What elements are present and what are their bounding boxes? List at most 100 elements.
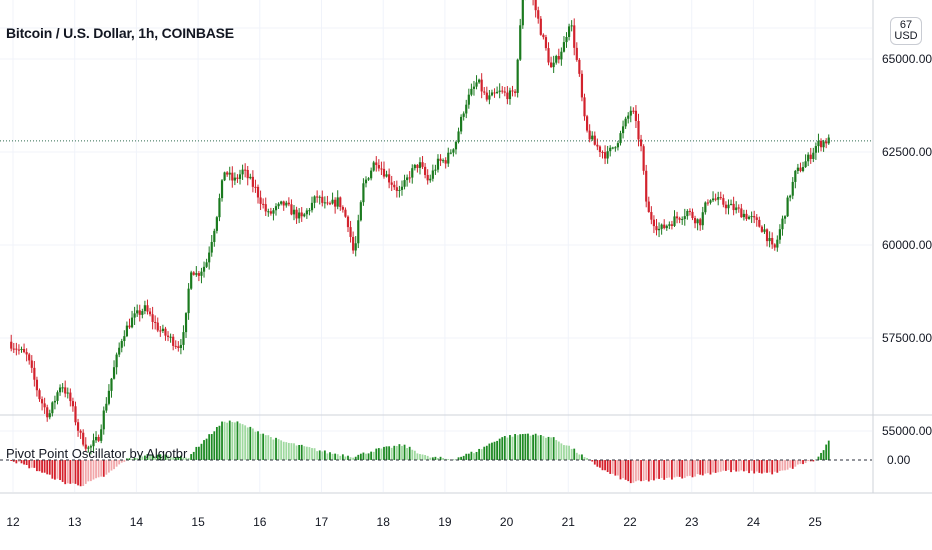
candle-body: [519, 25, 522, 60]
oscillator-bar: [611, 460, 614, 474]
oscillator-bar: [542, 436, 545, 460]
candle-body: [205, 262, 208, 267]
candle-body: [328, 203, 332, 205]
candle-body: [349, 227, 352, 237]
oscillator-bar: [354, 456, 357, 460]
candle-body: [645, 170, 648, 202]
candle-body: [804, 161, 807, 168]
oscillator-bar: [74, 460, 77, 484]
oscillator-bar: [246, 427, 249, 460]
oscillator-bar: [48, 460, 51, 475]
candle-body: [287, 202, 290, 205]
oscillator-bar: [570, 448, 573, 460]
candle-body: [555, 56, 558, 63]
oscillator-bar: [12, 460, 15, 462]
oscillator-bar: [627, 460, 630, 482]
currency-button[interactable]: 67 USD: [890, 17, 922, 45]
candle-body: [562, 42, 566, 52]
oscillator-bar: [272, 439, 275, 460]
oscillator-bar: [169, 456, 172, 460]
oscillator-bar: [773, 460, 776, 472]
oscillator-bar: [642, 460, 645, 481]
oscillator-bar: [426, 455, 429, 460]
oscillator-bar: [778, 460, 781, 472]
oscillator-bar: [534, 433, 537, 460]
candle-body: [321, 196, 324, 203]
oscillator-bar: [568, 445, 570, 460]
candle-body: [161, 328, 164, 331]
candle-body: [614, 147, 617, 149]
candle-body: [200, 271, 203, 276]
candle-body: [560, 51, 563, 60]
oscillator-bar: [370, 451, 373, 460]
oscillator-bar: [681, 460, 684, 479]
candle-body: [670, 224, 674, 226]
candle-body: [310, 202, 314, 211]
candle-body: [64, 387, 67, 394]
candle-body: [665, 225, 668, 229]
oscillator-bar: [133, 457, 136, 460]
oscillator-bar: [488, 443, 491, 460]
oscillator-bar: [177, 456, 180, 460]
oscillator-bar: [766, 460, 768, 473]
time-tick-label: 15: [191, 515, 205, 529]
oscillator-bar: [287, 442, 290, 460]
candle-body: [190, 272, 193, 289]
candle-body: [393, 184, 396, 188]
oscillator-bar: [660, 460, 663, 479]
oscillator-bar: [578, 454, 581, 460]
oscillator-bar: [174, 457, 177, 460]
oscillator-bar: [105, 460, 108, 475]
candle-body: [488, 95, 491, 100]
candle-body: [334, 199, 337, 207]
oscillator-bar: [290, 443, 293, 460]
candle-body: [485, 92, 488, 100]
candle-body: [56, 392, 59, 401]
candle-body: [416, 164, 419, 168]
candle-body: [506, 92, 509, 100]
oscillator-bar: [293, 443, 295, 460]
candle-body: [490, 92, 494, 96]
candle-body: [395, 187, 398, 191]
oscillator-bar: [712, 460, 714, 473]
oscillator-bar: [812, 460, 815, 462]
oscillator-bar: [794, 460, 797, 467]
oscillator-bar: [221, 421, 223, 460]
oscillator-bar: [786, 460, 789, 470]
oscillator-bar: [439, 456, 442, 460]
candle-body: [223, 172, 226, 181]
candle-body: [179, 344, 182, 348]
oscillator-bar: [362, 452, 365, 460]
candle-body: [508, 90, 512, 100]
candle-body: [344, 209, 347, 217]
oscillator-bar: [385, 446, 388, 460]
candle-body: [138, 310, 141, 315]
candle-body: [668, 224, 671, 226]
oscillator-bar: [755, 460, 758, 472]
oscillator-bar: [223, 421, 226, 460]
candle-body: [100, 429, 103, 441]
candle-body: [603, 152, 607, 159]
oscillator-bar: [43, 460, 46, 473]
candle-body: [678, 218, 681, 220]
oscillator-bar: [478, 448, 481, 460]
candle-body: [40, 399, 44, 404]
candle-body: [817, 140, 820, 147]
candle-body: [534, 0, 537, 11]
candle-body: [33, 367, 36, 380]
candle-body: [496, 91, 499, 93]
candle-body: [210, 241, 213, 253]
oscillator-bar: [537, 435, 540, 460]
oscillator-bar: [82, 460, 85, 486]
candle-body: [385, 174, 388, 177]
oscillator-bar: [33, 460, 36, 468]
candle-body: [606, 151, 609, 159]
candle-body: [501, 90, 504, 92]
oscillator-bar: [383, 446, 385, 460]
time-axis: 12 13 14 15 16 17 18 19 20 21 22 23 24 25: [6, 515, 822, 529]
candle-body: [711, 198, 715, 201]
oscillator-bar: [179, 455, 182, 460]
candle-body: [38, 390, 41, 400]
